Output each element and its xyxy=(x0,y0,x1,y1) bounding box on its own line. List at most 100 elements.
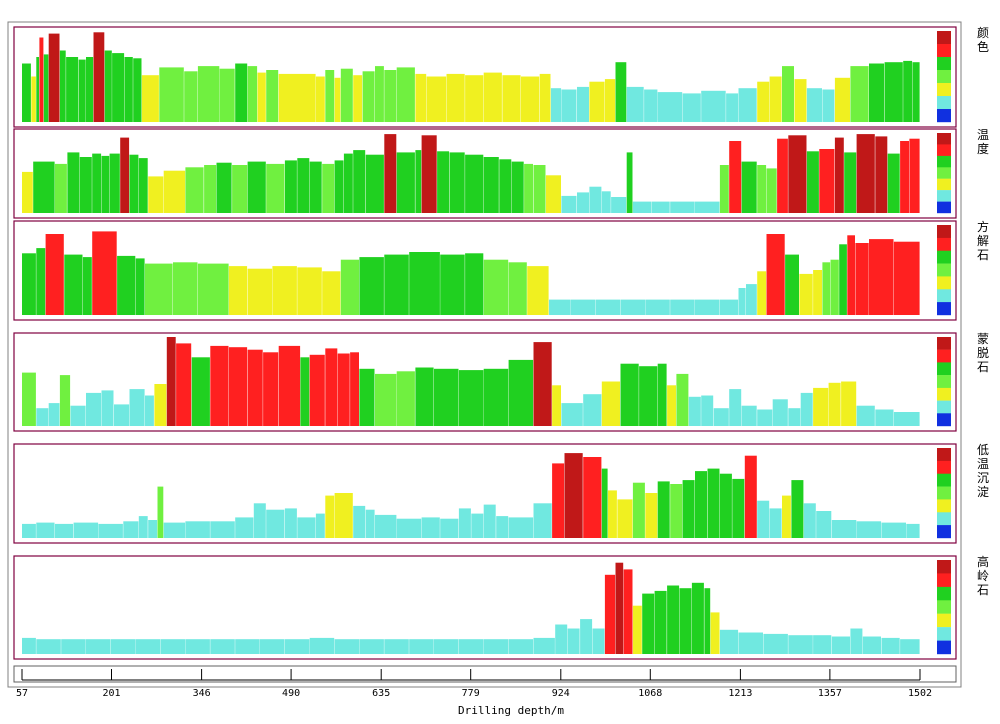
color-scale-cell xyxy=(937,387,951,401)
depth-bar xyxy=(396,152,415,213)
depth-bar xyxy=(133,58,142,122)
depth-bar xyxy=(446,73,465,122)
depth-bar xyxy=(421,517,440,538)
depth-bar xyxy=(800,392,813,426)
depth-bar xyxy=(782,66,794,122)
depth-bar xyxy=(36,57,39,122)
depth-bar xyxy=(54,523,74,538)
depth-bar xyxy=(645,493,658,538)
depth-bar xyxy=(539,73,551,122)
depth-bar xyxy=(806,151,819,213)
depth-bar xyxy=(642,593,655,654)
depth-bar xyxy=(59,50,66,122)
depth-bar xyxy=(766,168,777,213)
depth-bar xyxy=(112,53,125,122)
depth-bar xyxy=(772,399,788,426)
depth-bar xyxy=(79,157,92,213)
depth-bar xyxy=(831,520,857,538)
depth-bar xyxy=(862,636,881,654)
color-scale-cell xyxy=(937,276,951,290)
depth-bar xyxy=(260,639,285,654)
depth-bar xyxy=(228,266,248,315)
depth-bar xyxy=(210,639,235,654)
panel-label-char: 解 xyxy=(977,234,989,248)
depth-bar xyxy=(135,639,161,654)
depth-bar xyxy=(120,137,130,213)
depth-bar xyxy=(185,521,210,538)
depth-bar xyxy=(117,255,136,315)
depth-bar xyxy=(141,75,159,122)
depth-bar xyxy=(157,486,164,538)
depth-bar xyxy=(458,508,471,538)
x-tick-label: 1213 xyxy=(728,688,752,699)
depth-bar xyxy=(185,639,210,654)
depth-bar xyxy=(906,523,920,538)
panel-1 xyxy=(13,26,957,128)
color-scale-cell xyxy=(937,96,951,110)
depth-bar xyxy=(434,368,459,426)
depth-bar xyxy=(601,468,608,538)
color-scale-cell xyxy=(937,560,951,574)
depth-bar xyxy=(550,88,562,122)
depth-bar xyxy=(110,639,136,654)
x-tick-label: 201 xyxy=(102,688,120,699)
color-scale-cell xyxy=(937,155,951,168)
x-axis: 57 201 346 490 635 779 924 1068 1213 1357 1502 xyxy=(13,665,957,699)
x-tick-label: 779 xyxy=(462,688,480,699)
panel-5 xyxy=(13,443,957,544)
depth-bar xyxy=(900,141,909,213)
depth-bar xyxy=(36,639,61,654)
depth-bar xyxy=(101,390,114,426)
depth-bar xyxy=(36,408,49,426)
depth-bar xyxy=(822,262,831,315)
depth-bar xyxy=(449,152,465,213)
depth-bar xyxy=(799,273,813,315)
depth-bar xyxy=(788,635,813,654)
color-scale-cell xyxy=(937,57,951,71)
depth-bar xyxy=(670,484,683,538)
panel-bars xyxy=(22,562,920,654)
depth-bar xyxy=(148,176,164,213)
depth-bar xyxy=(729,389,742,426)
depth-bar xyxy=(78,59,86,122)
depth-bar xyxy=(533,165,546,213)
depth-bar xyxy=(483,72,502,122)
depth-bar xyxy=(483,157,499,213)
depth-bar xyxy=(114,404,130,426)
x-tick-label: 924 xyxy=(552,688,570,699)
depth-bar xyxy=(615,62,627,122)
depth-bar xyxy=(893,241,920,315)
color-scale-cell xyxy=(937,613,951,628)
depth-bar xyxy=(73,522,99,538)
color-scale-cell xyxy=(937,627,951,641)
depth-bar xyxy=(533,637,555,654)
depth-bar xyxy=(713,408,729,426)
depth-bar xyxy=(22,637,36,654)
depth-bar xyxy=(732,478,745,538)
depth-bar xyxy=(604,79,616,122)
depth-bar xyxy=(437,151,450,213)
depth-bar xyxy=(173,262,198,315)
depth-bar xyxy=(679,588,692,654)
depth-bar xyxy=(334,639,360,654)
depth-bar xyxy=(788,408,801,426)
depth-bar xyxy=(384,254,409,315)
color-scale-cell xyxy=(937,225,951,239)
depth-bar xyxy=(458,639,484,654)
depth-bar xyxy=(511,161,524,213)
depth-bar xyxy=(719,299,739,315)
color-scale-cell xyxy=(937,586,951,601)
depth-bar xyxy=(82,257,92,315)
depth-bar xyxy=(362,71,375,122)
depth-bar xyxy=(741,161,757,213)
color-scale-cell xyxy=(937,375,951,388)
depth-bar xyxy=(561,403,583,426)
depth-bar xyxy=(325,348,338,426)
panel-label-char: 低 xyxy=(977,443,989,457)
depth-bar xyxy=(263,352,279,426)
depth-bar xyxy=(359,639,384,654)
depth-bar xyxy=(145,263,173,315)
depth-bar xyxy=(657,481,670,538)
panels-group xyxy=(13,26,957,660)
